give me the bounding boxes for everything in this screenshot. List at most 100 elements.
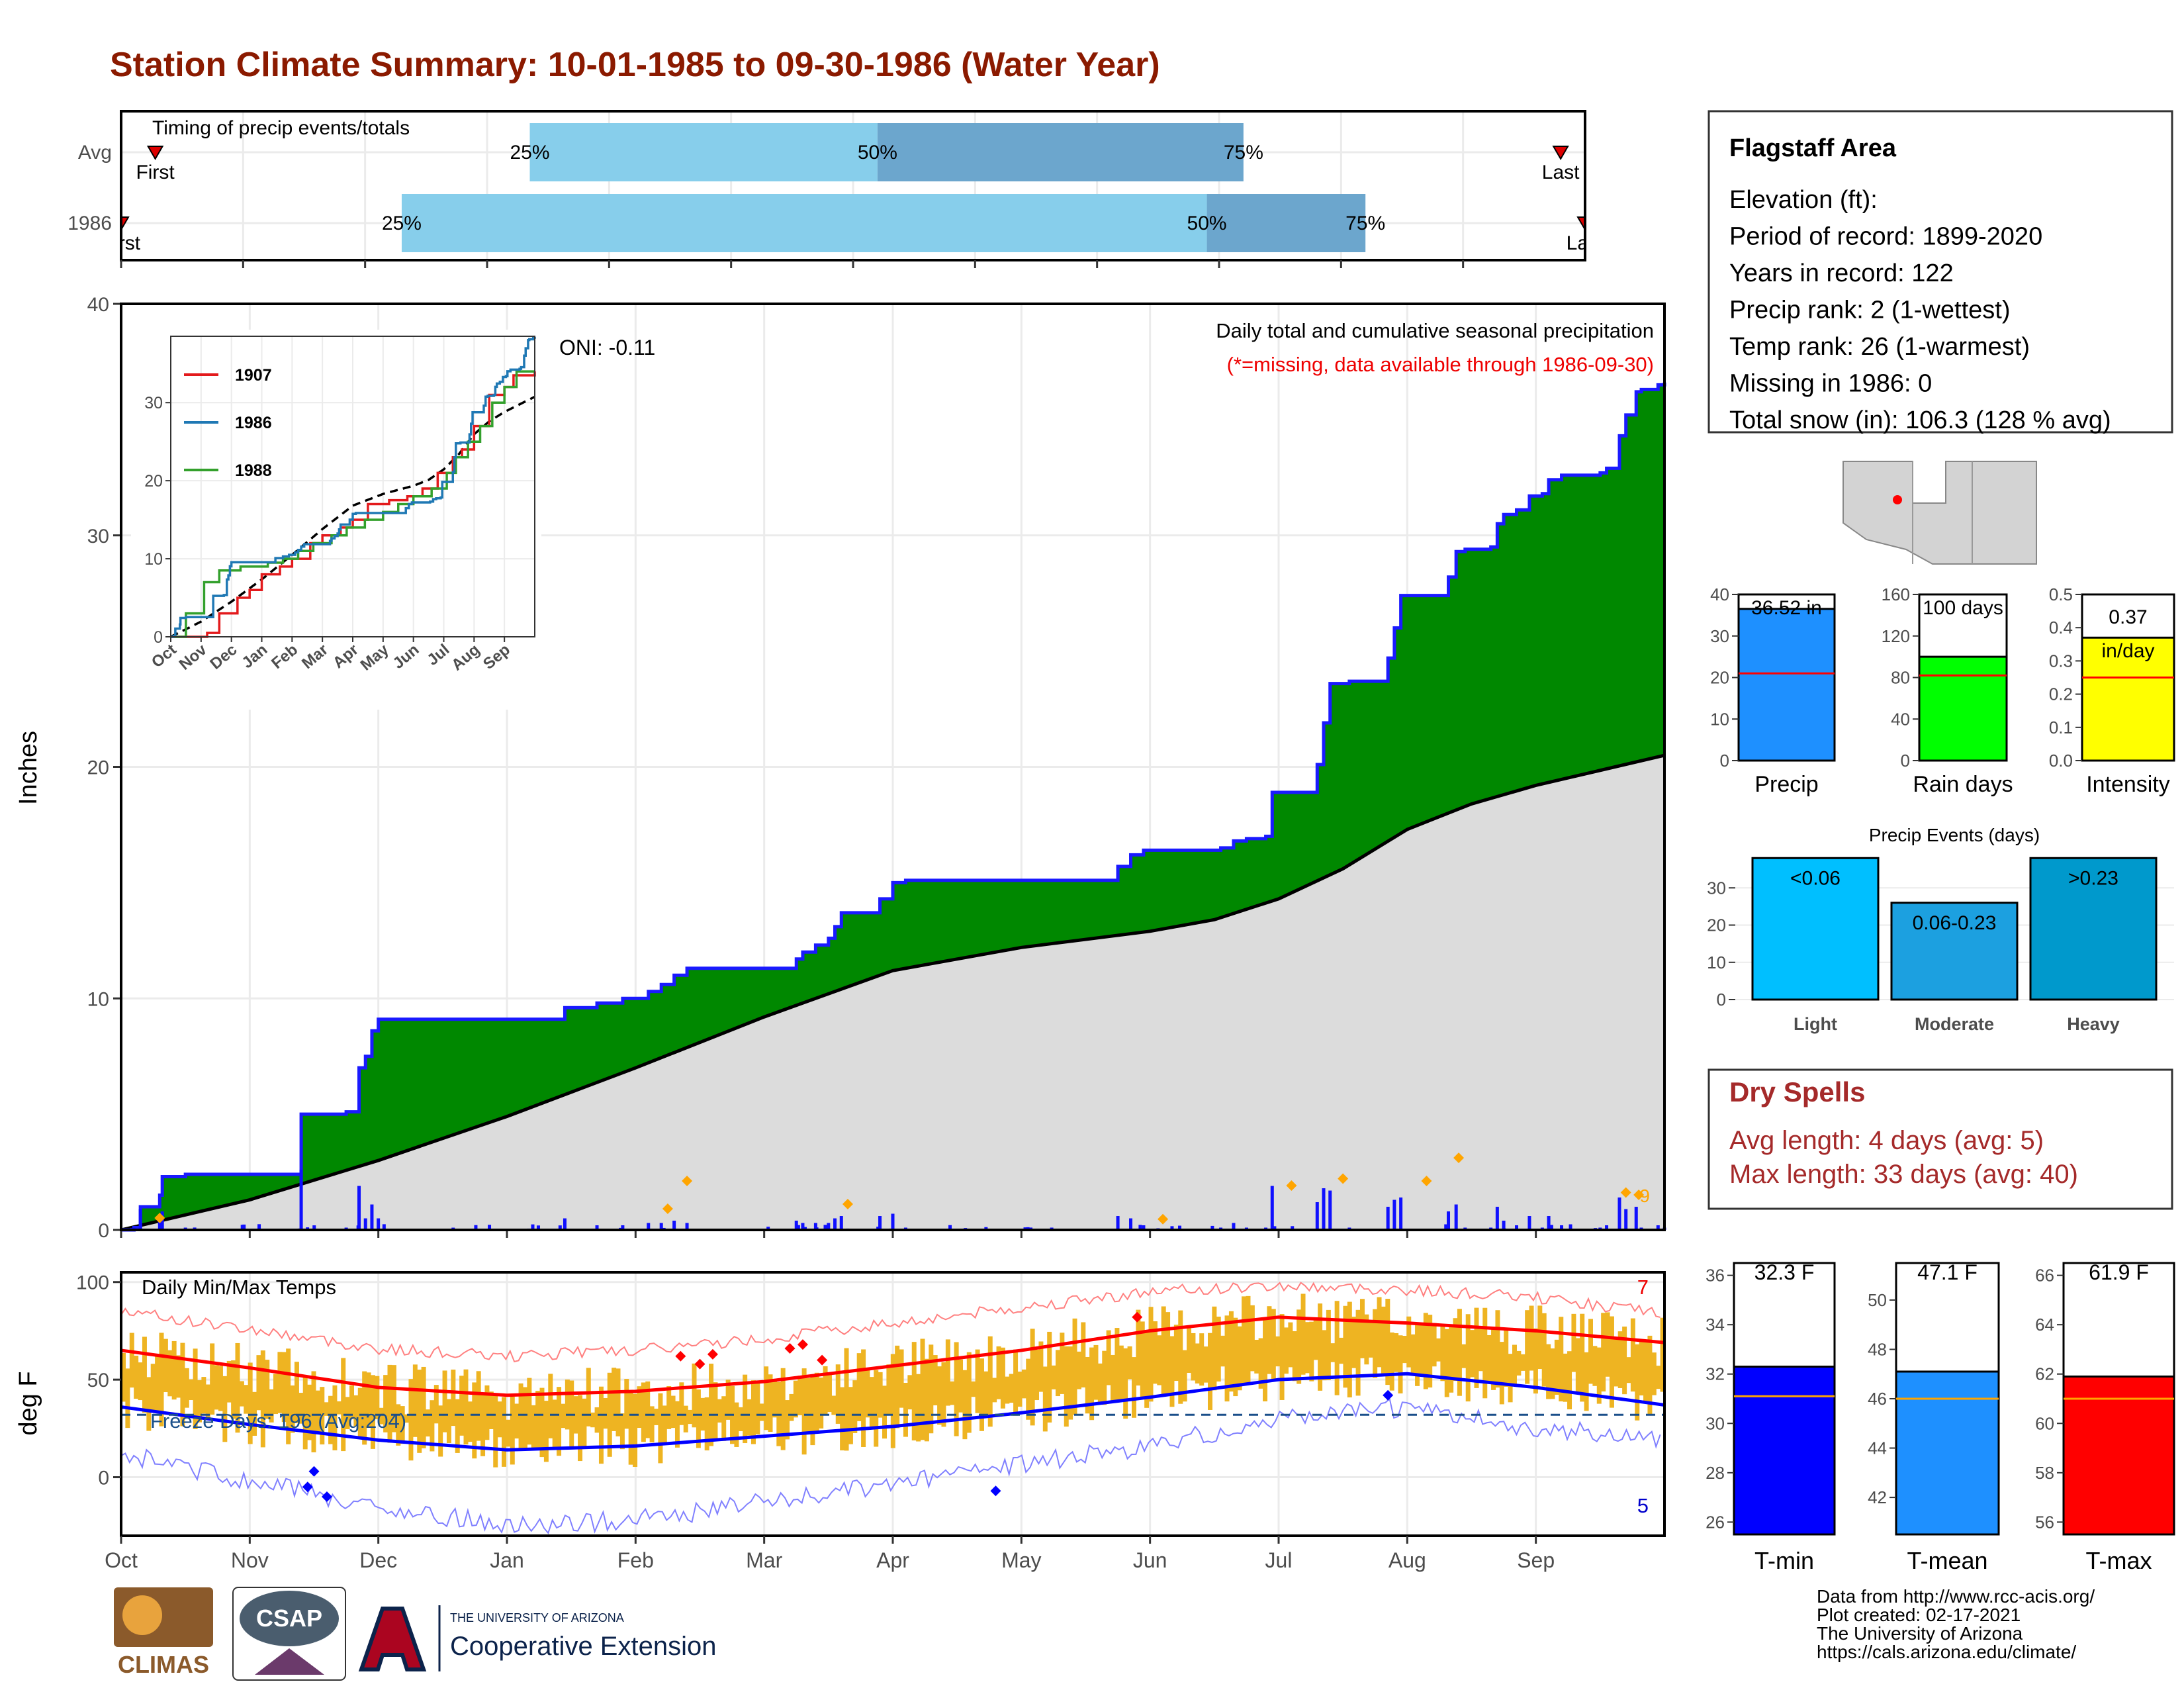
daily-temp-range-bar bbox=[1115, 1328, 1120, 1401]
daily-temp-range-bar bbox=[1355, 1309, 1361, 1396]
daily-temp-range-bar bbox=[226, 1360, 232, 1403]
daily-temp-range-bar bbox=[962, 1370, 968, 1440]
daily-temp-range-bar bbox=[1195, 1343, 1200, 1383]
daily-temp-range-bar bbox=[1440, 1324, 1445, 1382]
daily-temp-range-bar bbox=[1495, 1310, 1500, 1388]
record-high-count: 7 bbox=[1637, 1276, 1649, 1299]
daily-temp-range-bar bbox=[827, 1373, 832, 1413]
daily-temp-range-bar bbox=[1060, 1333, 1065, 1394]
daily-precip-bar bbox=[1634, 1207, 1638, 1230]
daily-precip-bar bbox=[1026, 1227, 1030, 1230]
timing-p50-label: 50% bbox=[858, 142, 897, 164]
daily-temp-range-bar bbox=[709, 1364, 714, 1446]
temp-summary-y-tick-label: 64 bbox=[2035, 1315, 2054, 1335]
summary-bar-y-tick-label: 0.3 bbox=[2049, 651, 2073, 671]
cum-precip-line bbox=[121, 382, 1666, 1232]
daily-temp-range-bar bbox=[852, 1380, 858, 1433]
daily-precip-bar bbox=[685, 1223, 689, 1230]
daily-temp-range-bar bbox=[704, 1397, 709, 1451]
daily-temp-range-bar bbox=[1055, 1350, 1060, 1397]
daily-temp-range-bar bbox=[1622, 1327, 1627, 1395]
dry-spells-max-length: Max length: 33 days (avg: 40) bbox=[1729, 1160, 2078, 1189]
daily-temp-range-bar bbox=[307, 1384, 312, 1440]
daily-temp-range-bar bbox=[1199, 1333, 1205, 1386]
daily-temp-range-bar bbox=[573, 1396, 578, 1434]
daily-temp-range-bar bbox=[1220, 1335, 1226, 1367]
daily-temp-range-bar bbox=[1609, 1316, 1614, 1408]
daily-temp-range-bar bbox=[231, 1360, 236, 1419]
daily-temp-range-bar bbox=[379, 1407, 384, 1425]
daily-temp-range-bar bbox=[1030, 1329, 1035, 1426]
daily-temp-range-bar bbox=[1169, 1336, 1175, 1407]
daily-temp-range-bar bbox=[751, 1380, 756, 1444]
daily-temp-range-bar bbox=[197, 1380, 202, 1423]
daily-temp-range-bar bbox=[700, 1397, 705, 1431]
daily-temp-range-bar bbox=[565, 1380, 570, 1430]
daily-precip-bar bbox=[1315, 1202, 1319, 1230]
daily-temp-range-bar bbox=[1461, 1344, 1467, 1368]
summary-bar-y-tick-label: 0 bbox=[1720, 751, 1729, 771]
daily-temp-range-bar bbox=[455, 1399, 460, 1453]
dry-spells-title: Dry Spells bbox=[1729, 1076, 1865, 1107]
corner-count: 9 bbox=[1639, 1186, 1650, 1206]
daily-temp-range-bar bbox=[176, 1355, 181, 1398]
summary-bar-y-tick-label: 40 bbox=[1710, 585, 1729, 604]
daily-precip-bar bbox=[659, 1223, 663, 1230]
daily-temp-range-bar bbox=[806, 1378, 811, 1434]
temp-panel-title: Daily Min/Max Temps bbox=[142, 1276, 336, 1299]
daily-temp-range-bar bbox=[142, 1336, 147, 1413]
daily-temp-range-bar bbox=[184, 1368, 189, 1408]
footer-line: Plot created: 02-17-2021 bbox=[1817, 1605, 2021, 1625]
daily-temp-range-bar bbox=[1326, 1309, 1331, 1380]
temp-summary-y-tick-label: 66 bbox=[2035, 1266, 2054, 1286]
daily-temp-range-bar bbox=[375, 1376, 380, 1420]
daily-temp-range-bar bbox=[1504, 1330, 1509, 1387]
location-map bbox=[1843, 461, 2037, 565]
precip-y-tick-label: 10 bbox=[87, 988, 109, 1010]
daily-temp-range-bar bbox=[1246, 1295, 1251, 1385]
daily-temp-range-bar bbox=[1157, 1335, 1162, 1385]
month-tick-label: Feb bbox=[617, 1548, 654, 1572]
daily-temp-range-bar bbox=[535, 1391, 541, 1450]
daily-precip-bar bbox=[563, 1218, 567, 1230]
daily-temp-range-bar bbox=[290, 1385, 295, 1433]
daily-precip-bar bbox=[299, 1170, 303, 1230]
daily-precip-bar bbox=[833, 1218, 837, 1230]
daily-temp-range-bar bbox=[1148, 1307, 1154, 1402]
daily-precip-bar bbox=[488, 1225, 492, 1230]
daily-temp-range-bar bbox=[1318, 1303, 1323, 1391]
daily-precip-bar bbox=[672, 1221, 676, 1230]
precip-annotation-missing: (*=missing, data available through 1986-… bbox=[1227, 353, 1654, 376]
daily-temp-range-bar bbox=[641, 1382, 646, 1442]
daily-temp-range-bar bbox=[248, 1362, 253, 1444]
daily-temp-range-bar bbox=[1368, 1321, 1373, 1358]
daily-temp-range-bar bbox=[1076, 1351, 1081, 1389]
snow-day-marker bbox=[1286, 1180, 1297, 1192]
daily-temp-range-bar bbox=[789, 1393, 794, 1421]
daily-precip-bar bbox=[878, 1216, 882, 1230]
daily-temp-range-bar bbox=[1584, 1352, 1589, 1411]
daily-temp-range-bar bbox=[1322, 1330, 1327, 1381]
daily-temp-range-bar bbox=[125, 1368, 130, 1429]
daily-temp-range-bar bbox=[738, 1407, 743, 1432]
daily-temp-range-bar bbox=[1017, 1372, 1023, 1407]
daily-temp-range-bar bbox=[438, 1405, 443, 1457]
month-tick-label: Nov bbox=[231, 1548, 269, 1572]
daily-temp-range-bar bbox=[518, 1383, 523, 1450]
month-tick-label: Jul bbox=[1265, 1548, 1293, 1572]
timing-title: Timing of precip events/totals bbox=[152, 117, 410, 139]
daily-temp-range-bar bbox=[320, 1387, 325, 1445]
daily-temp-range-bar bbox=[1283, 1327, 1289, 1374]
daily-temp-range-bar bbox=[1643, 1340, 1649, 1401]
timing-p50-label: 50% bbox=[1187, 212, 1227, 234]
daily-temp-range-bar bbox=[543, 1401, 549, 1462]
daily-temp-range-bar bbox=[569, 1380, 574, 1447]
station-info-line: Period of record: 1899-2020 bbox=[1729, 223, 2042, 251]
daily-precip-bar bbox=[312, 1225, 316, 1230]
daily-temp-range-bar bbox=[983, 1371, 989, 1417]
daily-temp-range-bar bbox=[1047, 1331, 1052, 1423]
daily-temp-range-bar bbox=[484, 1385, 490, 1440]
daily-temp-range-bar bbox=[391, 1365, 396, 1432]
daily-temp-range-bar bbox=[759, 1403, 764, 1421]
daily-temp-range-bar bbox=[1516, 1350, 1522, 1376]
